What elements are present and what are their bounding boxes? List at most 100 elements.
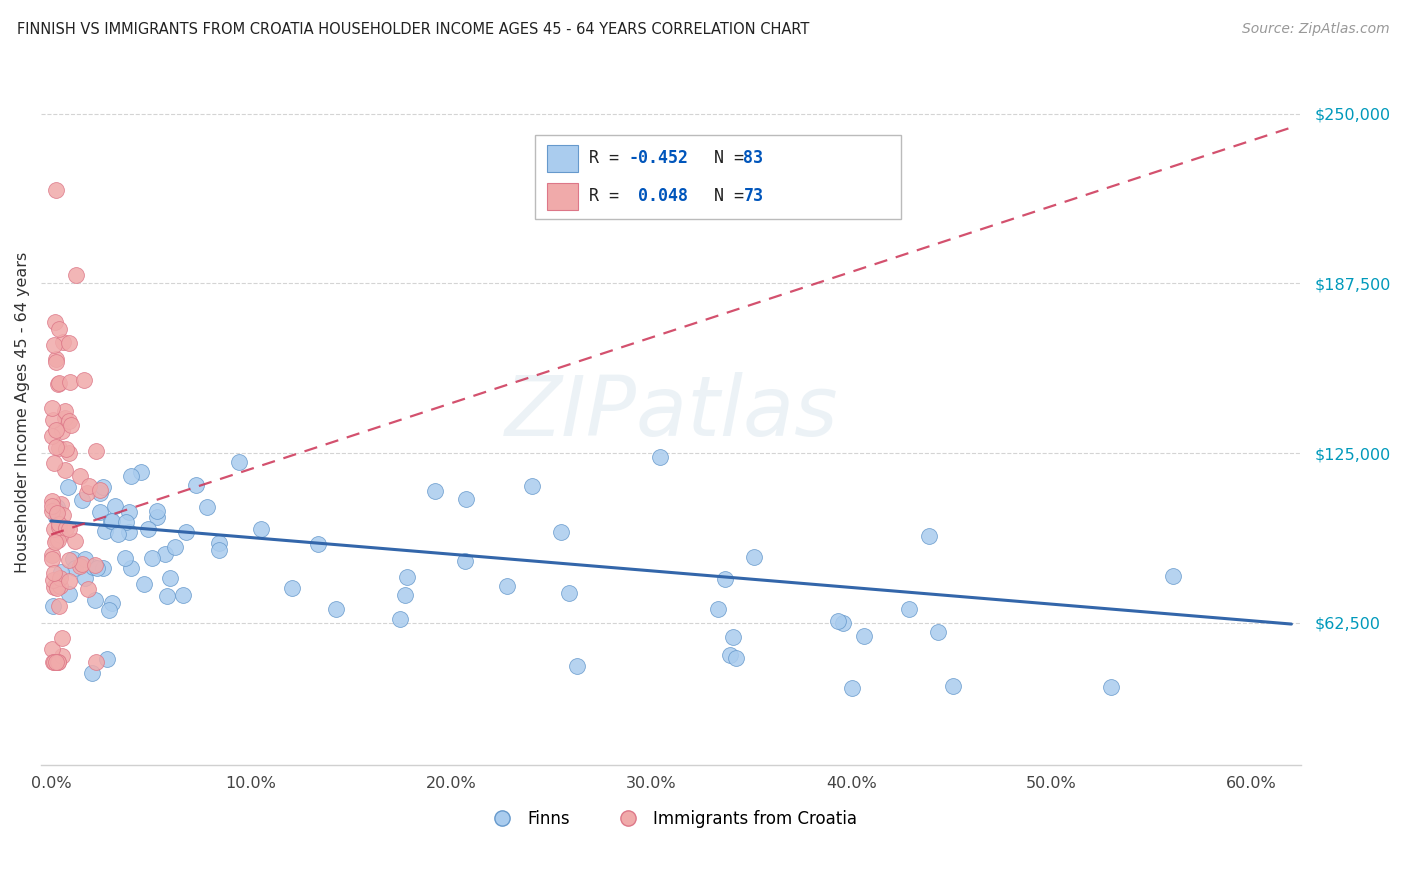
Point [76,485,98,500]
Point [41,494,63,508]
Point [45,581,67,595]
Point [228,454,250,468]
Point [51,424,73,438]
Point [120,469,142,483]
Point [132,577,155,591]
Point [117,505,139,519]
Point [565,658,588,673]
Point [396,570,419,584]
Point [208,542,231,557]
Point [146,504,169,518]
Point [307,537,329,551]
Point [208,536,231,550]
Point [75,551,97,566]
Point [63,560,86,574]
Point [48,599,70,613]
Point [45,510,67,524]
Point [42,522,65,536]
Text: N =: N = [695,149,754,167]
Point [58,415,80,429]
Point [853,629,876,643]
Point [44,534,66,549]
Y-axis label: Householder Income Ages 45 - 64 years: Householder Income Ages 45 - 64 years [15,252,30,573]
Point [42,338,65,352]
Point [120,561,142,575]
Point [114,515,136,529]
Point [89,483,111,498]
Point [325,601,347,615]
Point [96,652,118,666]
Point [84,655,107,669]
Point [44,315,66,329]
Point [97,603,120,617]
Point [827,615,849,629]
Point [46,533,69,547]
Point [45,655,67,669]
Point [91,480,114,494]
Point [49,579,72,593]
Point [48,322,70,336]
Point [156,589,179,603]
Point [48,376,70,390]
Point [45,503,67,517]
Point [558,585,581,599]
Point [84,443,107,458]
Point [141,550,163,565]
Point [146,510,169,524]
Point [84,592,107,607]
Point [73,570,96,584]
Point [100,514,122,528]
Point [104,499,127,513]
Point [495,579,517,593]
Text: -0.452: -0.452 [628,149,688,167]
Point [70,492,93,507]
Point [77,582,100,596]
Point [46,655,69,669]
Point [58,553,80,567]
Point [51,631,73,645]
Point [897,601,920,615]
Point [53,404,76,418]
Point [69,469,91,483]
Point [153,547,176,561]
Point [650,450,672,465]
Point [49,570,72,584]
Point [520,479,543,493]
Point [742,549,765,564]
Text: 73: 73 [744,187,763,205]
Point [84,558,107,573]
Point [55,442,77,457]
Point [41,401,63,415]
Point [44,456,66,470]
Point [82,560,104,574]
Point [713,573,735,587]
Point [91,561,114,575]
Point [58,446,80,460]
Point [45,183,67,197]
Point [841,681,863,695]
Point [42,580,65,594]
Point [195,500,218,514]
Point [45,500,67,514]
Text: 83: 83 [744,149,763,167]
Point [550,525,572,540]
Point [48,516,70,531]
Point [86,561,108,575]
Point [89,506,111,520]
Point [94,524,117,538]
Text: ZIPatlas: ZIPatlas [505,372,838,453]
Point [389,612,412,626]
Point [721,630,744,644]
Point [41,551,63,566]
Text: R =: R = [589,187,628,205]
Point [48,528,70,542]
Point [58,335,80,350]
Point [941,679,963,693]
Point [927,625,949,640]
Point [53,463,76,477]
Point [454,554,477,568]
Point [53,411,76,425]
Point [100,514,122,528]
Point [117,524,139,539]
Point [63,534,86,549]
